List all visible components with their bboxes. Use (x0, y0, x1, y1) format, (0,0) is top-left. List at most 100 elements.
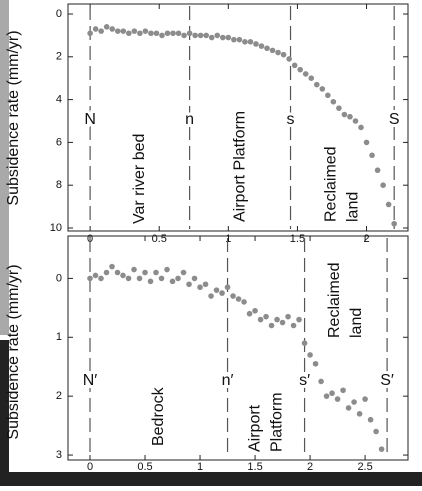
data-point (356, 411, 363, 417)
boundary-label: n′ (222, 372, 234, 389)
region-label: Airport (246, 404, 263, 452)
data-point (98, 275, 104, 282)
data-point (308, 75, 315, 81)
x-tick-label: 2.5 (357, 461, 372, 473)
data-point (345, 405, 352, 411)
region-label: land (348, 308, 365, 338)
data-point (230, 293, 236, 299)
data-point (391, 220, 397, 227)
data-point (136, 275, 143, 282)
region-label: Bedrock (150, 386, 167, 446)
y-axis-label: Subsidence rate (mm/yr) (5, 30, 22, 205)
y-tick-label: 2 (56, 51, 62, 63)
data-point (380, 182, 386, 188)
y-axis-label: Subsidence rate (mm/yr) (5, 264, 22, 439)
data-point (363, 139, 370, 146)
data-point (114, 28, 121, 34)
data-point (142, 28, 149, 34)
data-point (280, 51, 287, 58)
data-point (268, 322, 275, 329)
data-point (186, 281, 192, 288)
data-point (103, 24, 110, 30)
data-point (137, 30, 143, 37)
boundary-label: N (84, 111, 96, 128)
region-label: Platform (268, 392, 285, 452)
data-point (378, 446, 385, 452)
x-tick-label: 1.5 (290, 233, 305, 245)
data-point (257, 316, 264, 323)
data-point (279, 319, 286, 326)
boundary-label: S′ (380, 372, 394, 389)
data-point (147, 278, 154, 285)
data-point (264, 45, 270, 52)
data-point (180, 269, 187, 276)
background-strip (0, 0, 9, 335)
background-bar (0, 472, 422, 486)
data-point (219, 290, 225, 296)
data-point (175, 30, 182, 37)
data-point (269, 47, 276, 54)
data-point (291, 62, 298, 69)
data-point (153, 269, 159, 276)
x-tick-label: 2 (307, 461, 313, 473)
data-point (358, 124, 364, 131)
data-point (247, 39, 254, 45)
data-point (325, 92, 331, 99)
data-point (286, 56, 292, 62)
region-label: Reclaimed (323, 146, 340, 222)
data-point (169, 278, 176, 285)
data-point (307, 352, 313, 358)
data-point (329, 390, 335, 397)
data-point (258, 43, 265, 49)
data-point (120, 28, 127, 34)
data-point (274, 316, 280, 323)
y-tick-label: 10 (50, 222, 62, 234)
x-tick-label: 1.5 (247, 461, 262, 473)
data-point (192, 32, 198, 39)
boundary-label: s′ (299, 372, 310, 389)
data-point (213, 287, 220, 293)
data-point (186, 30, 193, 37)
y-tick-label: 6 (56, 136, 62, 148)
data-point (385, 201, 392, 208)
data-point (235, 296, 242, 302)
data-point (246, 310, 253, 317)
data-point (92, 272, 99, 279)
data-point (340, 387, 346, 394)
y-tick-label: 1 (56, 331, 62, 343)
data-point (313, 81, 320, 88)
data-point (351, 399, 357, 405)
data-point (347, 113, 353, 120)
data-point (336, 105, 342, 111)
boundary-label: s (287, 111, 295, 128)
data-point (341, 111, 348, 118)
data-point (208, 293, 214, 299)
data-point (236, 36, 243, 43)
region-label: Airport Platform (231, 111, 248, 222)
data-point (181, 32, 187, 39)
y-tick-label: 0 (56, 8, 62, 20)
data-point (114, 269, 121, 276)
boundary-label: S (389, 111, 400, 128)
x-tick-label: 0.5 (137, 461, 152, 473)
data-point (125, 275, 132, 282)
plot-frame (67, 235, 409, 461)
region-label: Var river bed (131, 134, 148, 224)
data-point (98, 28, 104, 34)
data-point (87, 275, 93, 282)
data-point (323, 393, 330, 399)
data-point (208, 34, 215, 41)
data-point (352, 118, 359, 124)
data-point (164, 266, 170, 273)
data-point (224, 284, 231, 291)
data-point (319, 86, 326, 92)
data-point (120, 272, 126, 279)
data-point (263, 313, 269, 320)
data-point (373, 428, 379, 435)
data-point (148, 30, 154, 37)
plot-frame (67, 3, 409, 232)
data-point (175, 275, 181, 282)
data-point (126, 30, 132, 37)
